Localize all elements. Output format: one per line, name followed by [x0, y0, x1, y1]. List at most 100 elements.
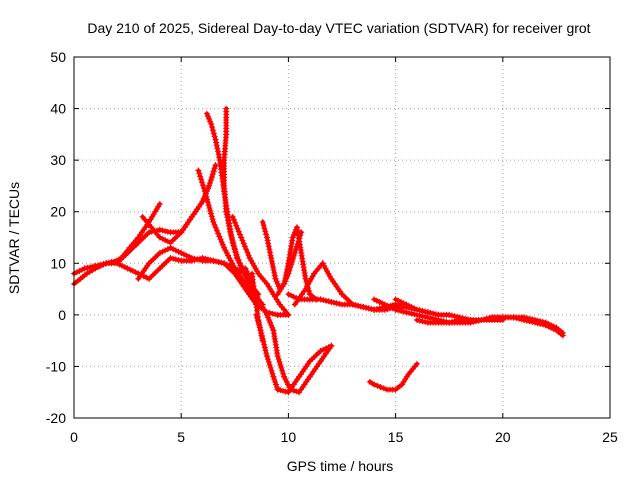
- data-point: [374, 382, 381, 389]
- data-point: [222, 247, 229, 254]
- series-track-11: [253, 311, 335, 396]
- data-points: [71, 105, 566, 396]
- data-point: [400, 300, 407, 307]
- data-point: [325, 344, 332, 351]
- data-point: [268, 322, 275, 329]
- data-point: [320, 297, 327, 303]
- data-point: [121, 264, 128, 271]
- y-tick-label: 0: [58, 307, 66, 323]
- data-point: [175, 257, 182, 264]
- data-point: [333, 300, 340, 307]
- data-point: [212, 136, 219, 143]
- y-tick-label: 50: [50, 49, 66, 65]
- data-point: [305, 280, 312, 287]
- data-point: [162, 247, 169, 254]
- data-point: [199, 198, 206, 205]
- data-point: [283, 378, 290, 385]
- data-point: [156, 201, 163, 207]
- data-point: [237, 262, 244, 269]
- data-point: [164, 246, 171, 253]
- data-point: [266, 246, 273, 253]
- data-point: [205, 202, 212, 209]
- data-point: [260, 222, 267, 229]
- data-point: [290, 231, 297, 238]
- data-point: [207, 207, 214, 214]
- data-point: [105, 259, 112, 266]
- data-point: [284, 263, 291, 270]
- data-point: [200, 185, 207, 192]
- data-point: [262, 228, 269, 235]
- data-point: [242, 265, 249, 272]
- data-point: [143, 274, 150, 281]
- data-point: [204, 196, 211, 203]
- data-point: [213, 139, 220, 146]
- data-point: [510, 314, 517, 321]
- data-point: [206, 205, 213, 211]
- y-tick-label: 40: [50, 101, 66, 117]
- data-point: [208, 210, 214, 217]
- data-point: [282, 275, 289, 281]
- data-point: [282, 272, 289, 279]
- data-point: [268, 367, 275, 374]
- data-point: [373, 297, 380, 304]
- data-point: [529, 318, 536, 325]
- data-point: [195, 167, 202, 174]
- data-point: [233, 251, 240, 258]
- x-tick-label: 25: [602, 429, 618, 445]
- data-point: [206, 182, 213, 189]
- data-point: [285, 291, 292, 298]
- data-point: [371, 296, 378, 303]
- data-point: [234, 225, 241, 232]
- data-point: [320, 346, 327, 353]
- data-point: [241, 243, 248, 250]
- data-point: [223, 211, 230, 218]
- y-tick-label: 10: [50, 255, 66, 271]
- data-point: [481, 316, 487, 323]
- data-point: [515, 315, 522, 322]
- data-point: [226, 255, 233, 262]
- data-point: [274, 280, 281, 287]
- data-point: [379, 300, 386, 307]
- data-point: [478, 317, 485, 323]
- data-point: [283, 269, 290, 276]
- y-axis-label: SDTVAR / TECUs: [6, 182, 22, 294]
- data-point: [542, 322, 549, 329]
- data-point: [548, 324, 554, 331]
- data-point: [281, 278, 288, 284]
- data-point: [255, 319, 262, 326]
- data-point: [264, 234, 270, 241]
- data-point: [210, 257, 217, 264]
- data-point: [411, 311, 418, 318]
- data-point: [201, 188, 208, 195]
- data-point: [262, 347, 269, 354]
- data-point: [352, 302, 359, 309]
- data-point: [208, 121, 215, 127]
- series-track-20: [249, 270, 266, 344]
- data-point: [95, 264, 102, 271]
- data-point: [197, 173, 204, 180]
- data-point: [237, 231, 243, 238]
- data-point: [243, 268, 250, 274]
- data-point: [349, 301, 356, 308]
- y-tick-label: 30: [50, 152, 66, 168]
- data-point: [172, 247, 179, 254]
- data-point: [422, 318, 429, 325]
- data-point: [270, 373, 277, 380]
- data-point: [254, 268, 260, 274]
- data-point: [243, 246, 250, 253]
- data-point: [273, 278, 280, 285]
- data-point: [389, 305, 396, 312]
- data-point: [532, 319, 538, 326]
- data-point: [210, 219, 217, 225]
- data-point: [400, 308, 407, 315]
- data-point: [355, 302, 362, 309]
- data-point: [209, 124, 216, 131]
- data-point: [387, 304, 394, 311]
- y-tick-label: 20: [50, 204, 66, 220]
- data-point: [331, 299, 337, 306]
- data-point: [411, 305, 418, 312]
- data-point: [381, 301, 388, 308]
- data-point: [84, 264, 91, 271]
- data-point: [245, 252, 252, 259]
